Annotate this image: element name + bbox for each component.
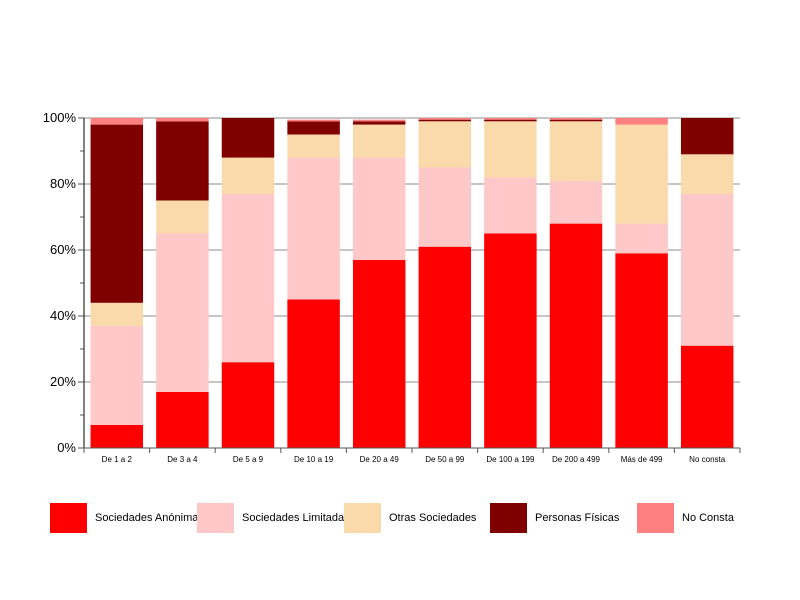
bar-segment <box>287 119 340 122</box>
legend: Sociedades Anónimas Sociedades Limitadas… <box>50 503 750 533</box>
legend-label: Sociedades Limitadas <box>242 512 350 524</box>
bar-segment <box>352 121 406 125</box>
legend-item-otras-sociedades: Otras Sociedades <box>344 503 476 533</box>
x-tick-label: De 5 a 9 <box>233 455 264 464</box>
legend-swatch <box>344 503 381 533</box>
bar-segment <box>680 193 734 346</box>
bar-segment <box>615 253 668 448</box>
bar-segment <box>90 118 144 125</box>
legend-item-sociedades-anonimas: Sociedades Anónimas <box>50 503 204 533</box>
x-tick-label: De 100 a 199 <box>486 455 535 464</box>
bar-segment <box>90 302 144 326</box>
x-tick-label: De 20 a 49 <box>360 455 400 464</box>
x-tick-label: No consta <box>689 455 726 464</box>
bar-segment <box>484 233 537 448</box>
y-tick-label: 60% <box>50 242 76 257</box>
bar-segment <box>287 299 340 448</box>
bar-segment <box>549 180 603 224</box>
bars <box>90 118 734 448</box>
bar-segment <box>549 121 603 181</box>
bar-segment <box>287 157 340 300</box>
bar-segment <box>221 157 275 194</box>
bar-segment <box>484 121 537 178</box>
legend-item-personas-fisicas: Personas Físicas <box>490 503 619 533</box>
bar-segment <box>680 118 734 155</box>
bar-segment <box>418 121 472 168</box>
bar-segment <box>484 119 537 122</box>
legend-label: Sociedades Anónimas <box>95 512 204 524</box>
bar-segment <box>418 118 472 120</box>
x-tick-label: De 50 a 99 <box>425 455 465 464</box>
bar-segment <box>484 177 537 234</box>
y-tick-label: 80% <box>50 176 76 191</box>
bar-segment <box>352 124 406 158</box>
bar-segment <box>352 119 406 122</box>
axes <box>78 117 741 453</box>
x-tick-label: De 200 a 499 <box>552 455 601 464</box>
x-tick-label: De 1 a 2 <box>102 455 133 464</box>
x-tick-label: De 3 a 4 <box>167 455 198 464</box>
bar-segment <box>221 118 275 158</box>
legend-label: Otras Sociedades <box>389 512 477 524</box>
y-tick-label: 0% <box>57 440 76 455</box>
legend-label: Personas Físicas <box>535 512 620 524</box>
bar-segment <box>549 118 603 120</box>
bar-segment <box>156 391 209 448</box>
bar-segment <box>418 246 472 448</box>
x-tick-label: De 10 a 19 <box>294 455 334 464</box>
legend-swatch <box>637 503 674 533</box>
bar-segment <box>90 124 144 303</box>
bar-segment <box>680 154 734 194</box>
bar-segment <box>418 119 472 122</box>
bar-segment <box>287 134 340 158</box>
y-tick-label: 20% <box>50 374 76 389</box>
legend-item-no-consta: No Consta <box>637 503 734 533</box>
legend-item-sociedades-limitadas: Sociedades Limitadas <box>197 503 350 533</box>
bar-segment <box>680 345 734 448</box>
bar-segment <box>484 118 537 120</box>
bar-segment <box>615 223 668 254</box>
legend-swatch <box>490 503 527 533</box>
x-axis-tick-labels: De 1 a 2 De 3 a 4 De 5 a 9 De 10 a 19 De 20 … <box>102 455 726 464</box>
y-tick-label: 100% <box>43 110 77 125</box>
bar-segment <box>549 119 603 122</box>
bar-segment <box>221 362 275 448</box>
x-tick-label: Más de 499 <box>621 455 663 464</box>
legend-label: No Consta <box>682 512 734 524</box>
bar-segment <box>156 200 209 234</box>
bar-segment <box>156 118 209 122</box>
y-axis-tick-labels: 0% 20% 40% 60% 80% 100% <box>43 110 77 455</box>
legend-swatch <box>50 503 87 533</box>
bar-segment <box>156 121 209 201</box>
legend-swatch <box>197 503 234 533</box>
bar-segment <box>287 121 340 135</box>
bar-segment <box>90 325 144 425</box>
bar-segment <box>615 124 668 224</box>
bar-segment <box>156 233 209 392</box>
y-tick-label: 40% <box>50 308 76 323</box>
bar-segment <box>90 424 144 448</box>
bar-segment <box>352 157 406 260</box>
bar-segment <box>221 193 275 363</box>
bar-segment <box>615 118 668 125</box>
bar-segment <box>549 223 603 448</box>
bar-segment <box>352 259 406 448</box>
bar-segment <box>418 167 472 247</box>
